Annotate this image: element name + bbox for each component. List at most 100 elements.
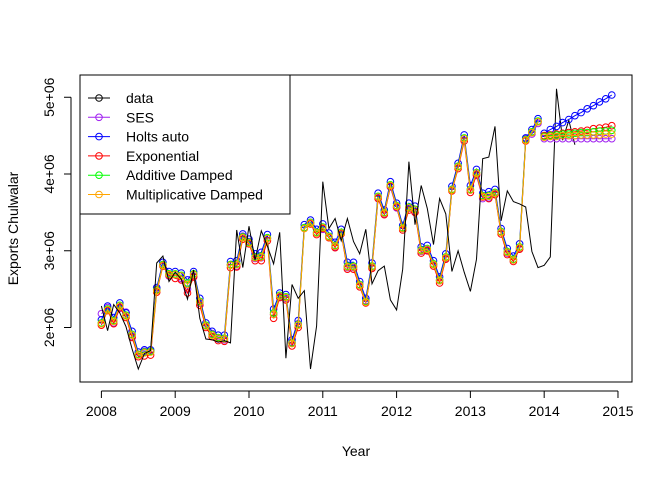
multiplicative-damped-fitted-point bbox=[202, 322, 210, 330]
multiplicative-damped-fitted-point bbox=[337, 229, 346, 237]
multiplicative-damped-fitted-point bbox=[349, 263, 358, 271]
y-tick-label: 3e+06 bbox=[41, 231, 57, 271]
multiplicative-damped-fitted-point bbox=[319, 223, 327, 232]
multiplicative-damped-forecast-point bbox=[601, 130, 610, 138]
multiplicative-damped-fitted-point bbox=[534, 118, 542, 126]
multiplicative-damped-fitted-point bbox=[300, 224, 309, 233]
multiplicative-damped-fitted-point bbox=[257, 253, 266, 261]
y-axis: 2e+06 3e+06 4e+06 5e+06 bbox=[41, 77, 72, 348]
legend-swatch-marker bbox=[95, 132, 103, 141]
multiplicative-damped-fitted-point bbox=[109, 317, 118, 326]
x-tick-label: 2012 bbox=[381, 403, 412, 419]
multiplicative-damped-fitted-point bbox=[503, 248, 512, 257]
legend-label: Additive Damped bbox=[126, 167, 233, 183]
multiplicative-damped-fitted-point bbox=[232, 260, 241, 269]
multiplicative-damped-fitted-point bbox=[509, 256, 518, 264]
multiplicative-damped-fitted-point bbox=[454, 163, 462, 171]
legend-label: SES bbox=[126, 109, 154, 125]
multiplicative-damped-fitted-point bbox=[288, 339, 296, 348]
x-axis-title: Year bbox=[342, 443, 371, 459]
multiplicative-damped-fitted-point bbox=[103, 306, 112, 314]
multiplicative-damped-forecast-point bbox=[608, 130, 616, 138]
fitted-series-layer bbox=[97, 114, 542, 361]
multiplicative-damped-fitted-point bbox=[362, 298, 370, 307]
multiplicative-damped-fitted-point bbox=[368, 263, 376, 271]
multiplicative-damped-fitted-point bbox=[239, 233, 247, 242]
multiplicative-damped-forecast-point bbox=[589, 131, 598, 139]
multiplicative-damped-fitted-point bbox=[411, 206, 419, 214]
multiplicative-damped-fitted-point bbox=[442, 253, 450, 262]
exponential-fitted-point bbox=[269, 314, 278, 323]
holts-auto-forecast-point bbox=[608, 91, 616, 99]
multiplicative-damped-fitted-point bbox=[435, 276, 444, 285]
holts-auto-forecast-point bbox=[571, 111, 579, 120]
multiplicative-damped-fitted-point bbox=[497, 228, 505, 237]
multiplicative-damped-fitted-point bbox=[448, 186, 456, 194]
multiplicative-damped-fitted-point bbox=[392, 202, 401, 210]
holts-auto-forecast-point bbox=[565, 115, 573, 124]
multiplicative-damped-fitted-point bbox=[306, 219, 315, 227]
x-tick-label: 2014 bbox=[529, 403, 560, 419]
holts-auto-forecast-point bbox=[577, 108, 585, 117]
multiplicative-damped-fitted-point bbox=[491, 189, 499, 197]
multiplicative-damped-fitted-point bbox=[159, 261, 167, 270]
plot-area-frame bbox=[79, 74, 633, 383]
multiplicative-damped-fitted-point bbox=[331, 242, 339, 250]
x-tick-label: 2010 bbox=[233, 403, 264, 419]
legend-swatch-marker bbox=[95, 190, 103, 199]
multiplicative-damped-fitted-point bbox=[374, 193, 382, 201]
data-series-line bbox=[100, 88, 576, 371]
legend-swatch-marker bbox=[95, 171, 103, 179]
x-axis: 2008 2009 2010 2011 2012 2013 2014 2015 bbox=[86, 390, 634, 419]
multiplicative-damped-fitted-point bbox=[220, 335, 229, 343]
x-tick-label: 2009 bbox=[160, 403, 191, 419]
legend-swatch-marker bbox=[95, 152, 103, 160]
multiplicative-damped-fitted-point bbox=[294, 321, 303, 330]
y-tick-label: 5e+06 bbox=[41, 77, 57, 117]
multiplicative-damped-fitted-point bbox=[208, 331, 216, 340]
legend-swatch-marker bbox=[95, 94, 103, 102]
legend-swatch-marker bbox=[95, 113, 103, 122]
multiplicative-damped-fitted-point bbox=[429, 260, 438, 269]
multiplicative-damped-fitted-point bbox=[472, 169, 481, 177]
multiplicative-damped-fitted-point bbox=[528, 128, 536, 137]
multiplicative-damped-fitted-point bbox=[466, 186, 475, 194]
multiplicative-damped-fitted-point bbox=[386, 181, 395, 190]
exponential-fitted-point bbox=[460, 137, 469, 145]
ses-forecast-point bbox=[601, 134, 610, 143]
multiplicative-damped-fitted-point bbox=[521, 136, 530, 144]
multiplicative-damped-fitted-point bbox=[122, 312, 130, 320]
holts-auto-forecast-point bbox=[589, 101, 598, 110]
y-tick-label: 2e+06 bbox=[41, 308, 57, 348]
multiplicative-damped-fitted-point bbox=[423, 245, 432, 253]
legend-label: data bbox=[126, 90, 153, 106]
multiplicative-damped-fitted-point bbox=[97, 319, 106, 328]
holts-auto-forecast-point bbox=[558, 118, 567, 127]
exponential-fitted-point bbox=[183, 289, 192, 297]
legend: data SES Holts auto Exponential Additive Dam… bbox=[79, 74, 291, 215]
multiplicative-damped-fitted-point bbox=[152, 286, 161, 295]
multiplicative-damped-fitted-point bbox=[116, 302, 124, 310]
ses-forecast-point bbox=[608, 134, 616, 143]
legend-label: Multiplicative Damped bbox=[126, 187, 263, 203]
multiplicative-damped-fitted-point bbox=[478, 192, 487, 201]
exponential-forecast-point bbox=[608, 121, 616, 130]
holts-auto-forecast-point bbox=[595, 98, 604, 106]
legend-label: Holts auto bbox=[126, 129, 189, 145]
x-tick-label: 2011 bbox=[308, 403, 338, 419]
y-tick-label: 4e+06 bbox=[41, 154, 57, 194]
multiplicative-damped-fitted-point bbox=[485, 192, 493, 201]
multiplicative-damped-fitted-point bbox=[312, 229, 321, 237]
ses-fitted-point bbox=[97, 309, 106, 318]
forecast-series-layer bbox=[540, 91, 616, 143]
multiplicative-damped-fitted-point bbox=[515, 243, 524, 252]
x-tick-label: 2013 bbox=[455, 403, 486, 419]
x-tick-label: 2008 bbox=[86, 403, 117, 419]
multiplicative-damped-fitted-point bbox=[196, 298, 204, 307]
multiplicative-damped-fitted-point bbox=[269, 310, 278, 319]
multiplicative-damped-fitted-point bbox=[460, 134, 469, 143]
legend-label: Exponential bbox=[126, 148, 199, 164]
multiplicative-damped-fitted-point bbox=[355, 281, 364, 290]
legend-box bbox=[79, 74, 291, 215]
